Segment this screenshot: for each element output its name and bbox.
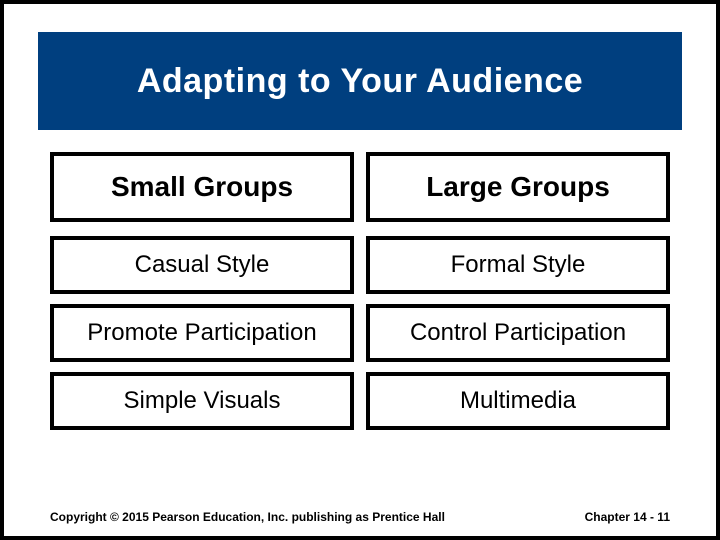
- slide-footer: Copyright © 2015 Pearson Education, Inc.…: [50, 510, 670, 524]
- cell-visuals-small: Simple Visuals: [50, 372, 354, 430]
- table-row: Simple Visuals Multimedia: [50, 372, 670, 430]
- cell-style-small: Casual Style: [50, 236, 354, 294]
- cell-participation-small: Promote Participation: [50, 304, 354, 362]
- cell-participation-large: Control Participation: [366, 304, 670, 362]
- column-header-small-groups: Small Groups: [50, 152, 354, 222]
- table-header-row: Small Groups Large Groups: [50, 152, 670, 222]
- slide-title: Adapting to Your Audience: [137, 62, 583, 101]
- comparison-table: Small Groups Large Groups Casual Style F…: [50, 152, 670, 474]
- copyright-text: Copyright © 2015 Pearson Education, Inc.…: [50, 510, 445, 524]
- slide-frame: Adapting to Your Audience Small Groups L…: [0, 0, 720, 540]
- table-row: Casual Style Formal Style: [50, 236, 670, 294]
- table-row: Promote Participation Control Participat…: [50, 304, 670, 362]
- cell-style-large: Formal Style: [366, 236, 670, 294]
- title-bar: Adapting to Your Audience: [38, 32, 682, 130]
- page-reference: Chapter 14 - 11: [585, 510, 670, 524]
- column-header-large-groups: Large Groups: [366, 152, 670, 222]
- cell-visuals-large: Multimedia: [366, 372, 670, 430]
